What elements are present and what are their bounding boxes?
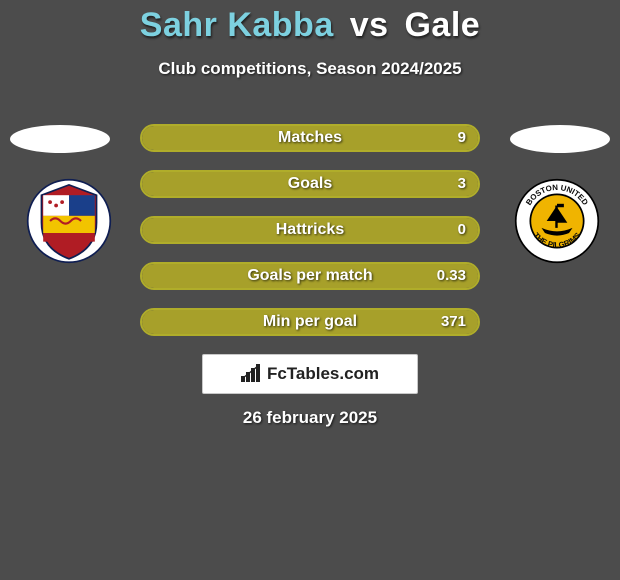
date-text: 26 february 2025: [0, 408, 620, 428]
stat-row: Hattricks0: [140, 216, 480, 244]
player1-avatar-placeholder: [10, 125, 110, 153]
stat-row-label: Matches: [142, 126, 478, 150]
stat-row-label: Hattricks: [142, 218, 478, 242]
subtitle: Club competitions, Season 2024/2025: [0, 59, 620, 79]
stat-row-value-right: 0: [458, 218, 466, 242]
club1-crest: [26, 178, 112, 264]
club2-crest-svg: BOSTON UNITED THE PILGRIMS: [514, 178, 600, 264]
stat-row: Min per goal371: [140, 308, 480, 336]
stat-row: Goals per match0.33: [140, 262, 480, 290]
club2-crest: BOSTON UNITED THE PILGRIMS: [514, 178, 600, 264]
vs-separator: vs: [344, 6, 395, 44]
comparison-title: Sahr Kabba vs Gale: [0, 0, 620, 45]
club1-crest-svg: [26, 178, 112, 264]
brand-box: FcTables.com: [202, 354, 418, 394]
barchart-icon: [241, 364, 263, 384]
stat-row-value-right: 9: [458, 126, 466, 150]
player1-name: Sahr Kabba: [140, 6, 334, 44]
stat-row-label: Goals per match: [142, 264, 478, 288]
stat-row-value-right: 371: [441, 310, 466, 334]
stat-row-label: Min per goal: [142, 310, 478, 334]
player2-avatar-placeholder: [510, 125, 610, 153]
stat-bars: Matches9Goals3Hattricks0Goals per match0…: [140, 124, 480, 354]
brand-text: FcTables.com: [267, 364, 379, 384]
stat-row: Matches9: [140, 124, 480, 152]
stat-row-label: Goals: [142, 172, 478, 196]
stat-row: Goals3: [140, 170, 480, 198]
stat-row-value-right: 0.33: [437, 264, 466, 288]
stat-row-value-right: 3: [458, 172, 466, 196]
player2-name: Gale: [404, 6, 480, 44]
